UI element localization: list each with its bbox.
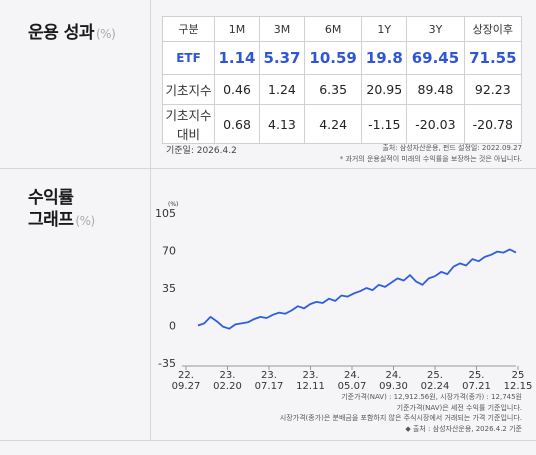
header-cell: 상장이후 bbox=[463, 16, 523, 42]
row-label: 기초지수 bbox=[162, 74, 215, 105]
x-tick-label-year: 23. bbox=[220, 370, 236, 381]
row-label: ETF bbox=[162, 41, 215, 75]
table-cell: -20.78 bbox=[463, 104, 523, 144]
x-tick-label-date: 05.07 bbox=[338, 381, 367, 392]
x-tick-label-year: 22. bbox=[178, 370, 194, 381]
header-cell: 6M bbox=[303, 16, 363, 42]
table-cell: 89.48 bbox=[406, 74, 465, 105]
header-cell: 구분 bbox=[162, 16, 215, 42]
note-line: 기준가격(NAV)은 세전 수익률 기준입니다. bbox=[396, 403, 522, 412]
table-cell: 92.23 bbox=[463, 74, 523, 105]
performance-source: 출처: 삼성자산운용, 펀드 설정일: 2022.09.27 * 과거의 운용실… bbox=[340, 143, 522, 165]
table-cell: 1.14 bbox=[214, 41, 260, 75]
performance-title: 운용 성과 (%) bbox=[28, 22, 116, 45]
table-cell: 19.8 bbox=[361, 41, 408, 75]
header-cell: 3M bbox=[258, 16, 305, 42]
performance-title-text: 운용 성과 bbox=[28, 23, 94, 43]
x-tick-label-date: 09.30 bbox=[379, 381, 408, 392]
table-cell: 4.13 bbox=[258, 104, 305, 144]
x-tick-label-year: 23. bbox=[261, 370, 277, 381]
note-line: 시장가격(종가)은 분배금을 포함하지 않은 주식시장에서 거래되는 가격 기준… bbox=[279, 414, 522, 422]
x-tick-label-year: 25. bbox=[469, 370, 485, 381]
y-tick-label: 105 bbox=[155, 207, 176, 220]
table-cell: 20.95 bbox=[361, 74, 408, 105]
y-tick-label: 0 bbox=[169, 320, 176, 333]
table-row-vs-index: 기초지수 대비 0.68 4.13 4.24 -1.15 -20.03 -20.… bbox=[162, 104, 523, 144]
x-tick-label-date: 02.24 bbox=[421, 381, 450, 392]
x-tick-label-date: 12.15 bbox=[504, 381, 533, 392]
graph-title: 수익률 그래프 (%) bbox=[28, 187, 95, 232]
performance-table: 구분 1M 3M 6M 1Y 3Y 상장이후 ETF 1.14 5.37 10.… bbox=[162, 16, 523, 144]
note-line: ◆ 출처 : 삼성자산운용, 2026.4.2 기준 bbox=[405, 424, 522, 433]
table-cell: 0.68 bbox=[214, 104, 260, 144]
table-cell: 5.37 bbox=[258, 41, 305, 75]
note-line: 기준가격(NAV) : 12,912.56원, 시장가격(종가) : 12,74… bbox=[341, 393, 522, 401]
table-row-index: 기초지수 0.46 1.24 6.35 20.95 89.48 92.23 bbox=[162, 74, 523, 105]
x-tick-label-year: 24. bbox=[344, 370, 360, 381]
performance-section: 운용 성과 (%) 구분 1M 3M 6M 1Y 3Y 상장이후 ETF 1.14… bbox=[0, 0, 536, 168]
table-cell: 0.46 bbox=[214, 74, 260, 105]
y-tick-label: 70 bbox=[162, 245, 176, 258]
performance-unit: (%) bbox=[95, 27, 116, 41]
x-tick-label-date: 09.27 bbox=[172, 381, 201, 392]
x-tick-label-year: 23. bbox=[303, 370, 319, 381]
graph-notes: 기준가격(NAV) : 12,912.56원, 시장가격(종가) : 12,74… bbox=[280, 392, 522, 434]
x-tick-label-date: 02.20 bbox=[213, 381, 242, 392]
table-cell: -1.15 bbox=[361, 104, 408, 144]
basis-date: 기준일: 2026.4.2 bbox=[166, 146, 237, 156]
row-label: 기초지수 대비 bbox=[162, 104, 215, 144]
header-cell: 1M bbox=[214, 16, 260, 42]
disclaimer-line: * 과거의 운용실적이 미래의 수익률을 보장하는 것은 아닙니다. bbox=[339, 155, 522, 163]
table-cell: 10.59 bbox=[303, 41, 363, 75]
graph-unit: (%) bbox=[75, 214, 95, 228]
table-cell: 4.24 bbox=[303, 104, 363, 144]
graph-title-line1: 수익률 bbox=[28, 188, 74, 208]
source-line: 출처: 삼성자산운용, 펀드 설정일: 2022.09.27 bbox=[382, 144, 522, 152]
return-graph-section: 수익률 그래프 (%) (%) 105 70 35 0 -35 22. 09.27 23. 02.2… bbox=[0, 168, 536, 440]
header-cell: 1Y bbox=[361, 16, 408, 42]
vertical-divider bbox=[150, 0, 151, 440]
etf-return-line bbox=[197, 248, 517, 330]
y-axis-unit-label: (%) bbox=[168, 201, 178, 208]
x-tick-label-date: 07.17 bbox=[255, 381, 284, 392]
table-cell: 6.35 bbox=[303, 74, 363, 105]
table-cell: 1.24 bbox=[258, 74, 305, 105]
table-cell: 69.45 bbox=[406, 41, 465, 75]
x-tick-label-year: 25. bbox=[427, 370, 443, 381]
return-chart: (%) 105 70 35 0 -35 22. 09.27 23. 02.20 23. 07.17 23… bbox=[150, 199, 536, 409]
table-cell: 71.55 bbox=[463, 41, 523, 75]
graph-title-line2: 그래프 bbox=[28, 210, 74, 230]
x-tick-label-year: 24. bbox=[386, 370, 402, 381]
table-header-row: 구분 1M 3M 6M 1Y 3Y 상장이후 bbox=[162, 16, 523, 42]
x-tick-label-date: 12.11 bbox=[296, 381, 325, 392]
x-tick-label-year: 25 bbox=[512, 370, 525, 381]
x-tick-label-date: 07.21 bbox=[462, 381, 491, 392]
table-row-etf: ETF 1.14 5.37 10.59 19.8 69.45 71.55 bbox=[162, 41, 523, 75]
return-chart-svg: (%)10570350-3522.09.2723.02.2023.07.1723… bbox=[155, 201, 533, 392]
table-cell: -20.03 bbox=[406, 104, 465, 144]
y-tick-label: -35 bbox=[158, 357, 176, 370]
bottom-divider bbox=[0, 440, 536, 441]
header-cell: 3Y bbox=[406, 16, 465, 42]
y-tick-label: 35 bbox=[162, 282, 176, 295]
